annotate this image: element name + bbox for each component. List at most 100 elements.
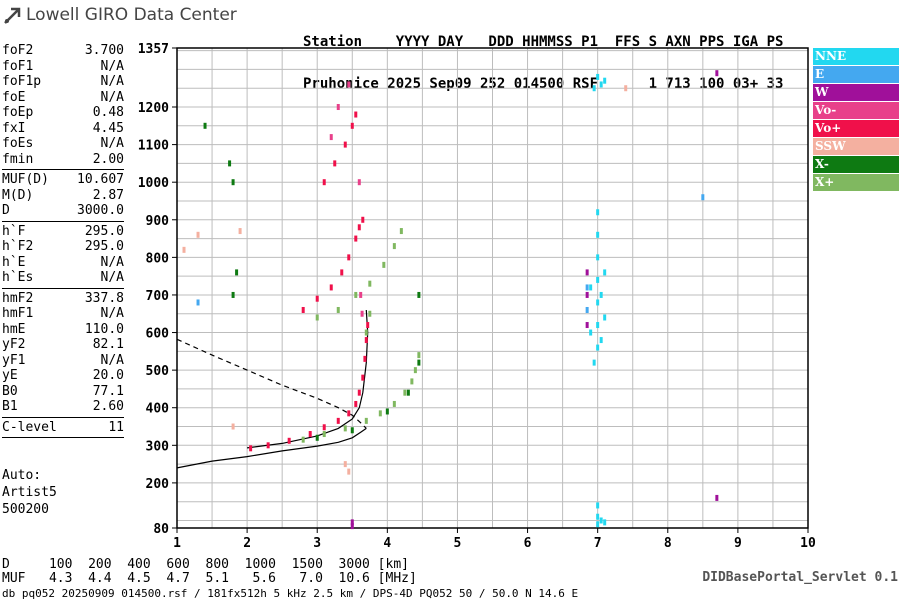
echo-point bbox=[354, 235, 358, 242]
echo-point bbox=[360, 310, 364, 317]
echo-point bbox=[603, 77, 607, 84]
echo-point bbox=[347, 410, 351, 417]
echo-point bbox=[596, 231, 600, 238]
y-tick-label: 800 bbox=[146, 251, 170, 266]
param-value: 0.48 bbox=[92, 105, 124, 120]
echo-point bbox=[413, 367, 417, 374]
y-tick-label: 1000 bbox=[138, 176, 169, 191]
param-row: MUF(D) 10.607 bbox=[2, 172, 124, 188]
param-label: fmin bbox=[2, 151, 34, 167]
param-label: h`F2 bbox=[2, 239, 34, 254]
param-label: h`F bbox=[2, 223, 26, 239]
param-value: 2.00 bbox=[92, 151, 124, 167]
echo-point bbox=[359, 291, 363, 298]
param-row: foEs N/A bbox=[2, 136, 124, 152]
echo-point bbox=[596, 521, 600, 528]
param-row: hmF2 337.8 bbox=[2, 291, 124, 307]
param-row: foEp 0.48 bbox=[2, 105, 124, 121]
param-label: h`E bbox=[2, 254, 26, 270]
echo-point bbox=[417, 291, 421, 298]
echo-point bbox=[361, 374, 365, 381]
param-label: foF1p bbox=[2, 74, 42, 89]
echo-point bbox=[343, 425, 347, 432]
echo-point bbox=[585, 322, 589, 329]
param-label: h`Es bbox=[2, 270, 34, 285]
echo-point bbox=[715, 494, 719, 501]
echo-point bbox=[589, 329, 593, 336]
param-row: h`F2 295.0 bbox=[2, 239, 124, 255]
echo-point bbox=[315, 295, 319, 302]
echo-point bbox=[392, 243, 396, 250]
echo-point bbox=[350, 122, 354, 129]
echo-point bbox=[235, 269, 239, 276]
echo-point bbox=[378, 410, 382, 417]
echo-point bbox=[596, 276, 600, 283]
echo-point bbox=[596, 254, 600, 261]
echo-point bbox=[238, 228, 242, 235]
param-value: N/A bbox=[100, 352, 124, 368]
echo-point bbox=[361, 216, 365, 223]
x-tick-label: 10 bbox=[800, 536, 816, 551]
param-row: yF1 N/A bbox=[2, 353, 124, 369]
echo-point bbox=[596, 299, 600, 306]
param-row: yF2 82.1 bbox=[2, 337, 124, 353]
param-value: N/A bbox=[100, 136, 124, 151]
echo-point bbox=[301, 306, 305, 313]
echo-point bbox=[350, 427, 354, 434]
echo-point bbox=[403, 389, 407, 396]
y-tick-label: 400 bbox=[146, 402, 170, 417]
param-label: M(D) bbox=[2, 187, 34, 203]
x-tick-label: 3 bbox=[313, 536, 321, 551]
echo-point bbox=[266, 442, 270, 449]
file-info-footer: db pq052 20250909 014500.rsf / 181fx512h… bbox=[2, 587, 579, 600]
param-label: C-level bbox=[2, 419, 57, 435]
echo-point bbox=[399, 228, 403, 235]
param-separator bbox=[2, 220, 124, 222]
echo-point bbox=[592, 359, 596, 366]
echo-point bbox=[599, 81, 603, 88]
param-label: foF2 bbox=[2, 43, 34, 58]
y-tick-label: 600 bbox=[146, 327, 170, 342]
model-profile-curve bbox=[176, 338, 367, 429]
echo-point bbox=[357, 389, 361, 396]
echo-point bbox=[350, 523, 354, 530]
echo-point bbox=[354, 291, 358, 298]
model-profile-curve bbox=[176, 427, 367, 469]
param-label: hmF2 bbox=[2, 290, 34, 306]
echo-point bbox=[364, 329, 368, 336]
x-tick-label: 9 bbox=[734, 536, 742, 551]
station-header: Station YYYY DAY DDD HHMMSS P1 FFS S AXN… bbox=[303, 7, 783, 105]
echo-point bbox=[301, 436, 305, 443]
echo-point bbox=[585, 291, 589, 298]
param-row: h`F 295.0 bbox=[2, 224, 124, 240]
param-value: 3000.0 bbox=[77, 203, 124, 218]
param-value: N/A bbox=[100, 270, 124, 285]
echo-point bbox=[596, 502, 600, 509]
echo-point bbox=[336, 104, 340, 111]
param-row: D 3000.0 bbox=[2, 203, 124, 219]
echo-point bbox=[701, 194, 705, 201]
param-label: D bbox=[2, 203, 10, 218]
echo-point bbox=[596, 322, 600, 329]
x-tick-label: 8 bbox=[664, 536, 672, 551]
legend-item: X- bbox=[813, 156, 899, 173]
echo-point bbox=[347, 468, 351, 475]
header-line-1: Station YYYY DAY DDD HHMMSS P1 FFS S AXN… bbox=[303, 34, 784, 50]
echo-point bbox=[182, 246, 186, 253]
x-tick-label: 1 bbox=[173, 536, 181, 551]
param-label: yE bbox=[2, 368, 18, 383]
echo-point bbox=[417, 352, 421, 359]
param-separator bbox=[2, 169, 124, 170]
param-row: fmin 2.00 bbox=[2, 152, 124, 168]
echo-point bbox=[322, 424, 326, 431]
param-row: B1 2.60 bbox=[2, 399, 124, 415]
echo-point bbox=[382, 261, 386, 268]
y-tick-label: 900 bbox=[146, 214, 170, 229]
echo-point bbox=[357, 224, 361, 231]
param-separator bbox=[2, 416, 124, 418]
echo-point bbox=[592, 85, 596, 92]
echo-point bbox=[368, 280, 372, 287]
y-tick-label: 1200 bbox=[138, 101, 169, 116]
y-tick-label: 80 bbox=[153, 522, 169, 537]
param-label: foEp bbox=[2, 105, 34, 120]
